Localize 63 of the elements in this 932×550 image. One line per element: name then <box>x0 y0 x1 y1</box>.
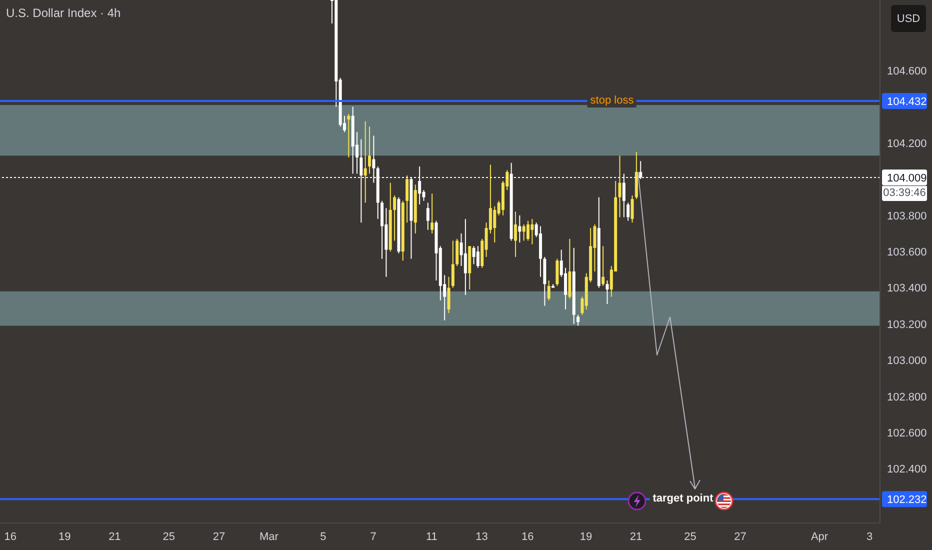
x-tick-label: 3 <box>866 530 873 543</box>
candlestick <box>406 175 409 224</box>
x-tick-label: 27 <box>212 530 226 543</box>
candlestick <box>602 246 605 286</box>
candlestick <box>493 206 496 243</box>
x-tick-label: 11 <box>426 530 438 543</box>
candlestick <box>430 193 434 234</box>
candlestick <box>618 155 622 218</box>
candlestick <box>447 276 450 314</box>
candlestick <box>380 200 384 260</box>
candlestick <box>630 194 634 224</box>
x-tick-label: 25 <box>162 530 176 543</box>
candlestick <box>472 246 476 265</box>
candlestick <box>522 224 526 242</box>
candlestick <box>347 114 350 158</box>
y-tick-label: 104.200 <box>887 138 927 150</box>
x-tick-label: Apr <box>810 530 828 543</box>
x-tick-label: 13 <box>476 530 488 543</box>
candlestick <box>547 280 550 301</box>
candlestick <box>626 202 630 222</box>
y-tick-label: 103.000 <box>887 355 927 368</box>
candlestick <box>556 258 559 286</box>
y-tick-label: 104.432 <box>887 96 927 108</box>
y-tick-label: 102.800 <box>887 391 927 404</box>
x-tick-label: 21 <box>630 530 642 543</box>
y-tick-label: 102.232 <box>887 494 927 506</box>
x-tick-label: 19 <box>58 530 71 543</box>
candlestick <box>451 240 454 288</box>
ref-line-label: target point <box>650 492 716 506</box>
x-tick-label: 25 <box>684 530 696 543</box>
x-tick-label: 19 <box>580 530 592 543</box>
candlestick <box>464 218 467 296</box>
x-tick-label: 27 <box>734 530 746 543</box>
candlestick <box>476 246 480 268</box>
candlestick <box>526 220 530 242</box>
x-tick-label: 16 <box>521 530 534 543</box>
candlestick <box>530 218 534 245</box>
candlestick <box>606 280 609 305</box>
candlestick <box>456 238 459 267</box>
candlestick <box>518 214 522 243</box>
candlestick <box>514 211 517 258</box>
candlestick <box>426 202 430 230</box>
ref-line-label: stop loss <box>587 94 637 108</box>
y-axis-title: USD <box>891 5 926 32</box>
candlestick <box>364 120 367 204</box>
x-tick-label: 21 <box>108 530 121 543</box>
x-tick-label: 5 <box>320 530 326 543</box>
y-tick-label: 103.600 <box>887 246 927 259</box>
y-tick-label: 103.800 <box>887 210 927 222</box>
y-tick-label: 104.009 <box>887 172 927 184</box>
candlestick <box>576 314 580 326</box>
x-tick-label: Mar <box>260 530 279 543</box>
y-tick-label: 102.400 <box>887 464 927 476</box>
text: 03:39:46 <box>882 186 927 201</box>
y-tick-label: 104.600 <box>887 66 927 78</box>
y-tick-label: 103.200 <box>887 318 927 331</box>
x-tick-label: 7 <box>370 530 376 543</box>
x-tick-label: 16 <box>4 530 17 543</box>
y-tick-label: 103.400 <box>887 282 927 295</box>
candlestick <box>393 194 396 242</box>
y-tick-label: 102.600 <box>887 427 927 440</box>
text: U.S. Dollar Index · 4h <box>6 6 121 20</box>
candlestick <box>368 126 372 174</box>
